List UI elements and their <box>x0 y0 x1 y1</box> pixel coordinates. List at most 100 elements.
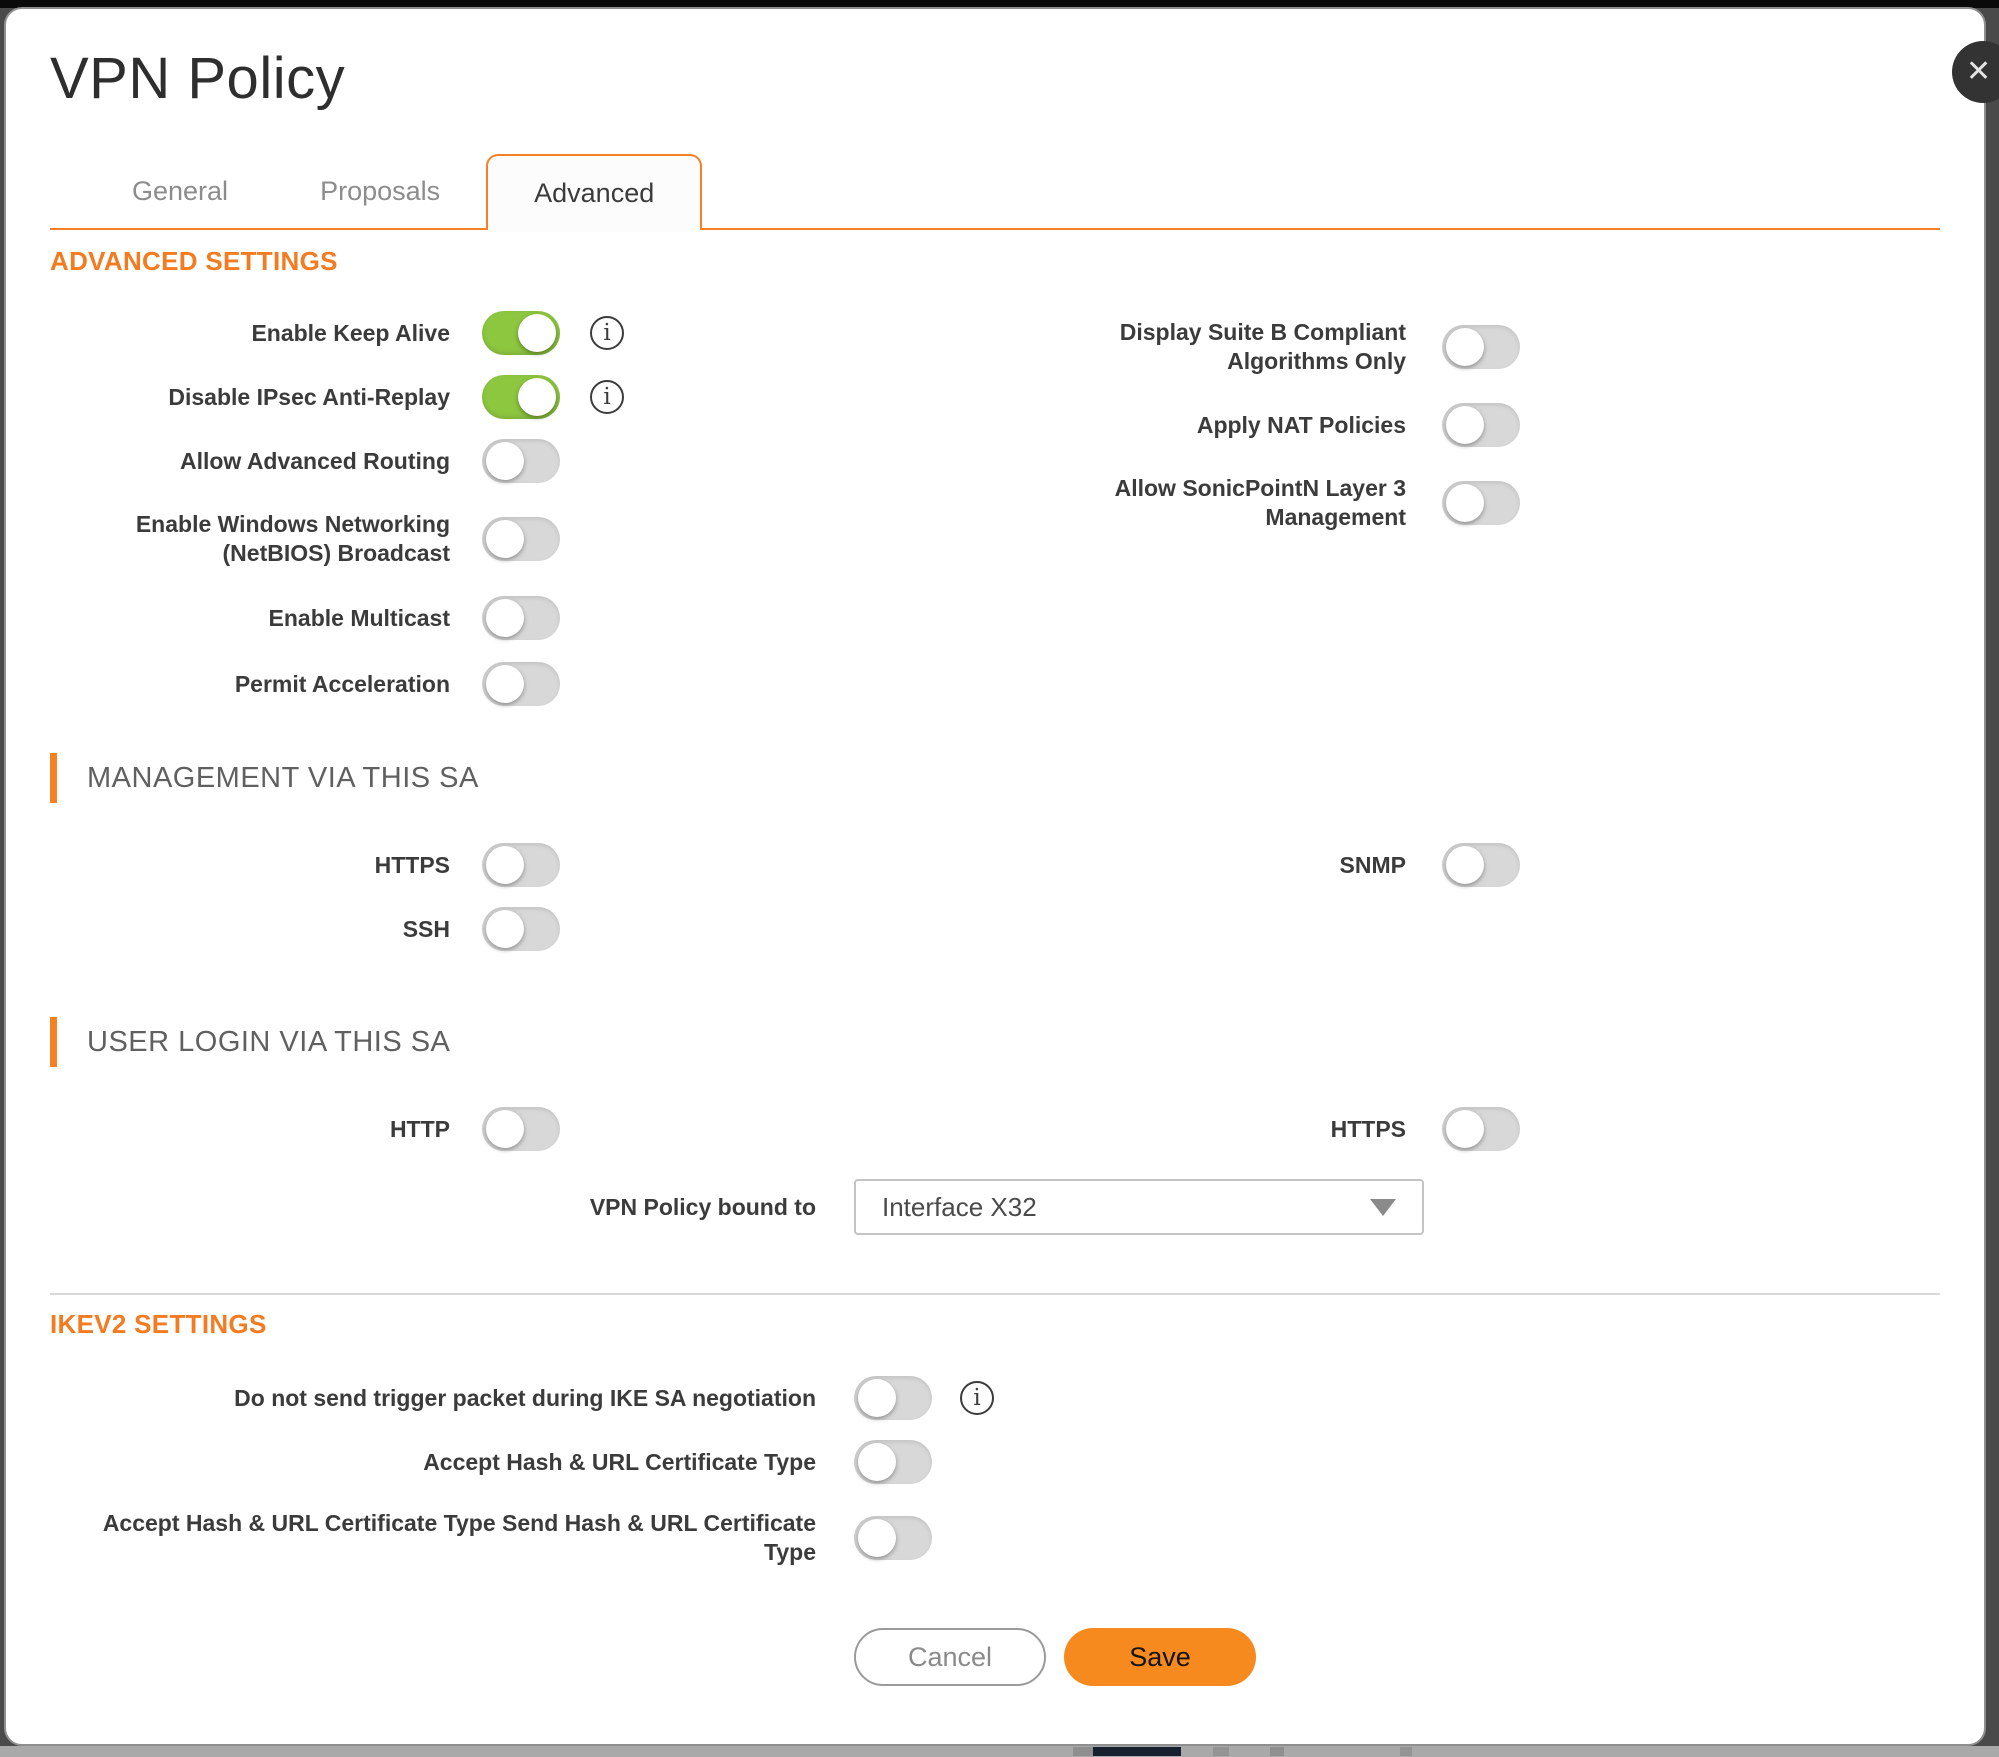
setting-row: Do not send trigger packet during IKE SA… <box>50 1366 1940 1430</box>
section-heading-text: USER LOGIN VIA THIS SA <box>87 1025 451 1058</box>
ikev2-settings-heading: IKEV2 SETTINGS <box>50 1309 267 1339</box>
cancel-button[interactable]: Cancel <box>854 1628 1046 1686</box>
toggle-knob <box>518 314 556 352</box>
setting-row: SNMP <box>1106 833 1586 897</box>
background-page-bottom-edge <box>0 1746 1999 1757</box>
toggle-knob <box>486 442 524 480</box>
management-left-column: HTTPS SSH <box>50 833 690 961</box>
permit-acceleration-toggle[interactable] <box>482 662 560 706</box>
advanced-left-column: Enable Keep Alive i Disable IPsec Anti-R… <box>50 301 690 717</box>
management-snmp-toggle[interactable] <box>1442 843 1520 887</box>
dialog-title: VPN Policy <box>50 46 346 111</box>
setting-label: Enable Multicast <box>268 604 450 631</box>
enable-netbios-broadcast-toggle[interactable] <box>482 517 560 561</box>
disable-ipsec-anti-replay-toggle[interactable] <box>482 375 560 419</box>
setting-label: Allow SonicPointN Layer 3 Management <box>1114 475 1406 530</box>
bottom-edge-fragment <box>1270 1747 1284 1756</box>
toggle-knob <box>486 846 524 884</box>
accept-hash-url-cert-toggle[interactable] <box>854 1440 932 1484</box>
toggle-knob <box>486 910 524 948</box>
setting-label: SNMP <box>1339 851 1406 878</box>
background-page-top-edge <box>0 0 1999 8</box>
user-login-left-column: HTTP <box>50 1097 690 1161</box>
setting-row: Allow Advanced Routing <box>50 429 690 493</box>
close-button[interactable]: ✕ <box>1952 41 1999 103</box>
info-icon[interactable]: i <box>590 316 624 350</box>
management-https-toggle[interactable] <box>482 843 560 887</box>
bottom-edge-dark-fragment <box>1093 1747 1181 1756</box>
advanced-right-column: Display Suite B Compliant Algorithms Onl… <box>1106 301 1586 717</box>
setting-label: Enable Windows Networking (NetBIOS) Broa… <box>135 511 450 566</box>
enable-multicast-toggle[interactable] <box>482 596 560 640</box>
setting-row: HTTPS <box>50 833 690 897</box>
bottom-edge-fragment <box>1073 1747 1093 1756</box>
tab-bar: General Proposals Advanced <box>50 154 1940 230</box>
setting-label: SSH <box>402 915 450 942</box>
vpn-bound-selected-value: Interface X32 <box>882 1191 1037 1222</box>
toggle-knob <box>486 1110 524 1148</box>
vpn-policy-bound-row: VPN Policy bound to Interface X32 <box>50 1175 1940 1239</box>
user-login-grid: HTTP HTTPS <box>50 1097 1940 1161</box>
setting-label: Disable IPsec Anti-Replay <box>168 383 450 410</box>
send-hash-url-cert-toggle[interactable] <box>854 1516 932 1560</box>
setting-row: Allow SonicPointN Layer 3 Management <box>1106 457 1586 549</box>
setting-label: HTTP <box>389 1115 450 1142</box>
management-grid: HTTPS SSH SNMP <box>50 833 1940 961</box>
section-accent-bar <box>50 1017 57 1067</box>
setting-label: Accept Hash & URL Certificate Type Send … <box>102 1510 816 1565</box>
toggle-knob <box>1446 1110 1484 1148</box>
bottom-edge-fragment <box>1213 1747 1229 1756</box>
setting-row: Disable IPsec Anti-Replay i <box>50 365 690 429</box>
management-ssh-toggle[interactable] <box>482 907 560 951</box>
section-divider <box>50 1293 1940 1295</box>
section-accent-bar <box>50 753 57 803</box>
chevron-down-icon <box>1370 1198 1396 1216</box>
dialog-footer: Cancel Save <box>50 1628 1940 1686</box>
toggle-knob <box>486 599 524 637</box>
setting-row: HTTP <box>50 1097 690 1161</box>
ikev2-rows: Do not send trigger packet during IKE SA… <box>50 1366 1940 1582</box>
close-icon: ✕ <box>1966 54 1992 89</box>
vpn-policy-dialog: ✕ VPN Policy General Proposals Advanced … <box>4 7 1999 1746</box>
setting-row: Accept Hash & URL Certificate Type Send … <box>50 1494 1940 1582</box>
allow-advanced-routing-toggle[interactable] <box>482 439 560 483</box>
dialog-content: ADVANCED SETTINGS Enable Keep Alive i Di… <box>6 246 1984 1686</box>
toggle-knob <box>1446 484 1484 522</box>
management-via-sa-heading: MANAGEMENT VIA THIS SA <box>50 753 1940 803</box>
setting-label: HTTPS <box>374 851 450 878</box>
setting-row: Display Suite B Compliant Algorithms Onl… <box>1106 301 1586 393</box>
user-login-right-column: HTTPS <box>1106 1097 1586 1161</box>
toggle-knob <box>486 520 524 558</box>
allow-sonicpointn-toggle[interactable] <box>1442 481 1520 525</box>
toggle-knob <box>858 1443 896 1481</box>
setting-row: Enable Multicast <box>50 585 690 651</box>
display-suite-b-toggle[interactable] <box>1442 325 1520 369</box>
setting-label: Allow Advanced Routing <box>179 447 450 474</box>
info-icon[interactable]: i <box>590 380 624 414</box>
toggle-knob <box>1446 328 1484 366</box>
save-button[interactable]: Save <box>1064 1628 1256 1686</box>
setting-label: Permit Acceleration <box>234 670 450 697</box>
setting-row: SSH <box>50 897 690 961</box>
toggle-knob <box>858 1519 896 1557</box>
setting-row: Permit Acceleration <box>50 651 690 717</box>
info-icon[interactable]: i <box>960 1381 994 1415</box>
advanced-settings-heading: ADVANCED SETTINGS <box>50 246 338 276</box>
tab-advanced[interactable]: Advanced <box>486 154 703 230</box>
apply-nat-policies-toggle[interactable] <box>1442 403 1520 447</box>
toggle-knob <box>518 378 556 416</box>
setting-row: Enable Windows Networking (NetBIOS) Broa… <box>50 493 690 585</box>
toggle-knob <box>858 1379 896 1417</box>
setting-label: Apply NAT Policies <box>1196 411 1406 438</box>
user-login-http-toggle[interactable] <box>482 1107 560 1151</box>
vpn-bound-select[interactable]: Interface X32 <box>854 1179 1424 1235</box>
enable-keep-alive-toggle[interactable] <box>482 311 560 355</box>
no-trigger-packet-toggle[interactable] <box>854 1376 932 1420</box>
user-login-https-toggle[interactable] <box>1442 1107 1520 1151</box>
setting-row: Apply NAT Policies <box>1106 393 1586 457</box>
section-heading-text: MANAGEMENT VIA THIS SA <box>87 761 479 794</box>
setting-label: Do not send trigger packet during IKE SA… <box>234 1384 816 1411</box>
setting-row: Enable Keep Alive i <box>50 301 690 365</box>
tab-general[interactable]: General <box>132 175 229 206</box>
tab-proposals[interactable]: Proposals <box>320 175 441 206</box>
